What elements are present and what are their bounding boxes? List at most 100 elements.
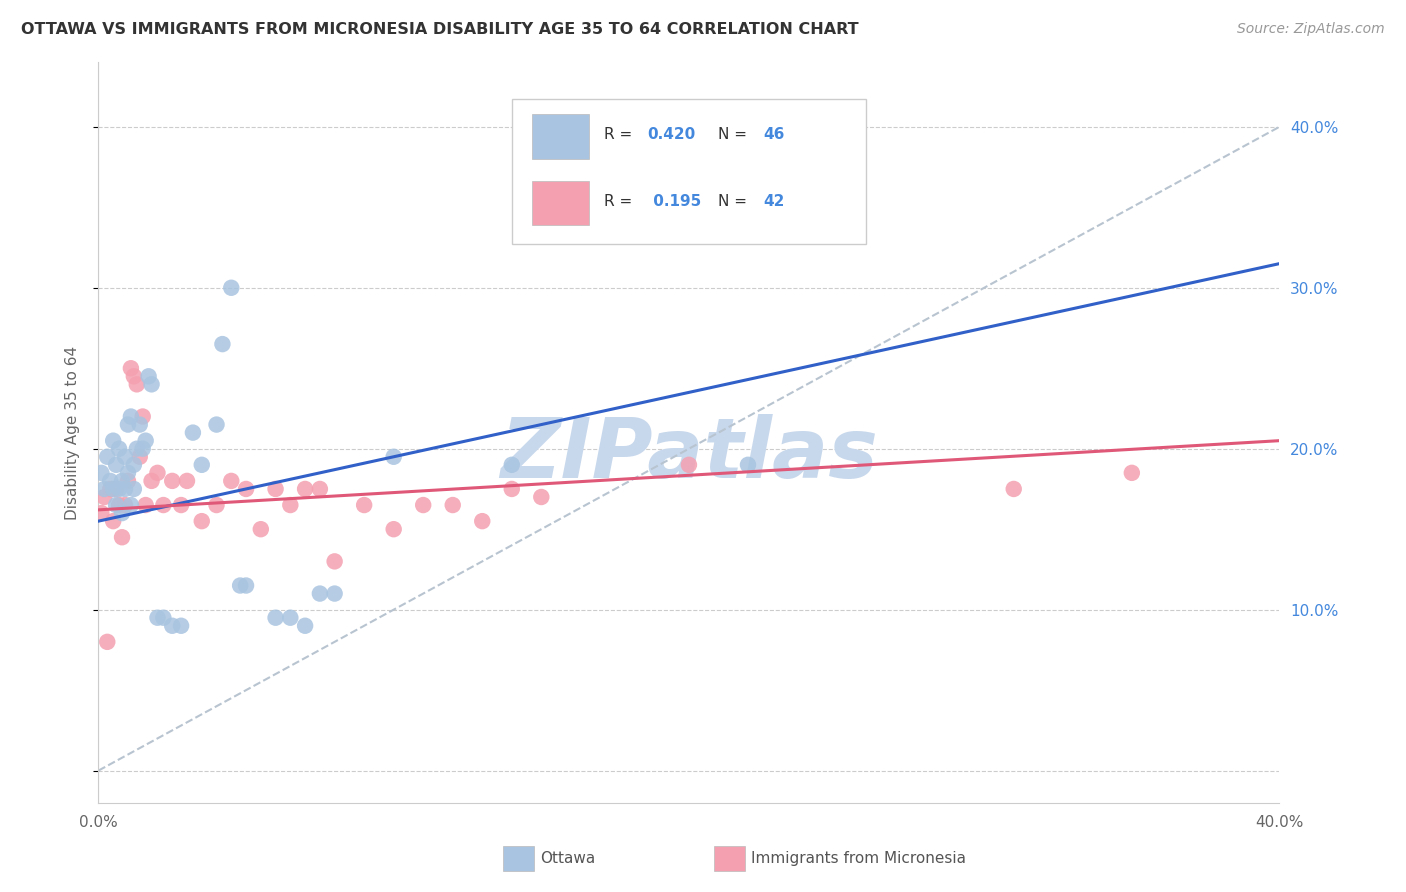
Point bbox=[737, 458, 759, 472]
Point bbox=[235, 578, 257, 592]
Point bbox=[162, 619, 183, 633]
Point bbox=[122, 369, 145, 384]
Text: N =: N = bbox=[718, 128, 752, 143]
Point bbox=[678, 208, 700, 222]
Point bbox=[120, 361, 142, 376]
Point bbox=[176, 474, 198, 488]
FancyBboxPatch shape bbox=[531, 114, 589, 159]
Point bbox=[353, 498, 375, 512]
Text: ZIPatlas: ZIPatlas bbox=[501, 414, 877, 495]
Point bbox=[146, 466, 169, 480]
Point bbox=[229, 578, 252, 592]
Point bbox=[108, 482, 131, 496]
Text: R =: R = bbox=[605, 128, 637, 143]
Text: OTTAWA VS IMMIGRANTS FROM MICRONESIA DISABILITY AGE 35 TO 64 CORRELATION CHART: OTTAWA VS IMMIGRANTS FROM MICRONESIA DIS… bbox=[21, 22, 859, 37]
Point bbox=[471, 514, 494, 528]
Point bbox=[501, 482, 523, 496]
FancyBboxPatch shape bbox=[531, 181, 589, 226]
FancyBboxPatch shape bbox=[512, 100, 866, 244]
Point bbox=[111, 506, 134, 520]
Point bbox=[117, 417, 139, 432]
Point bbox=[135, 434, 157, 448]
Point bbox=[132, 409, 155, 424]
Point bbox=[122, 482, 145, 496]
Point bbox=[114, 482, 136, 496]
Point bbox=[128, 417, 150, 432]
Point bbox=[90, 466, 112, 480]
Text: N =: N = bbox=[718, 194, 752, 209]
Point bbox=[105, 458, 128, 472]
Point bbox=[128, 450, 150, 464]
Point bbox=[132, 442, 155, 456]
Point bbox=[170, 619, 193, 633]
Point bbox=[105, 498, 128, 512]
Point bbox=[191, 514, 214, 528]
Point bbox=[96, 635, 118, 649]
Point bbox=[441, 498, 464, 512]
Point bbox=[309, 586, 332, 600]
Point bbox=[146, 611, 169, 625]
Text: 46: 46 bbox=[763, 128, 785, 143]
Text: 0.195: 0.195 bbox=[648, 194, 700, 209]
Point bbox=[141, 377, 163, 392]
Point bbox=[90, 506, 112, 520]
Point bbox=[235, 482, 257, 496]
Point bbox=[120, 409, 142, 424]
Point bbox=[250, 522, 273, 536]
Y-axis label: Disability Age 35 to 64: Disability Age 35 to 64 bbox=[65, 345, 80, 520]
Point bbox=[264, 611, 287, 625]
Point bbox=[122, 458, 145, 472]
Point bbox=[125, 377, 148, 392]
Point bbox=[205, 417, 228, 432]
Point bbox=[103, 434, 125, 448]
Point bbox=[114, 450, 136, 464]
Point bbox=[111, 474, 134, 488]
Point bbox=[278, 611, 302, 625]
Point bbox=[323, 586, 346, 600]
Point bbox=[105, 482, 128, 496]
Point bbox=[294, 619, 316, 633]
Point bbox=[103, 514, 125, 528]
Point bbox=[278, 498, 302, 512]
Point bbox=[211, 337, 233, 351]
Point bbox=[678, 458, 700, 472]
Point bbox=[117, 474, 139, 488]
Point bbox=[1002, 482, 1025, 496]
Point bbox=[125, 442, 148, 456]
Text: R =: R = bbox=[605, 194, 637, 209]
Point bbox=[108, 442, 131, 456]
Text: Immigrants from Micronesia: Immigrants from Micronesia bbox=[751, 851, 966, 865]
Point bbox=[114, 498, 136, 512]
Text: Ottawa: Ottawa bbox=[540, 851, 595, 865]
Point bbox=[205, 498, 228, 512]
Point bbox=[93, 490, 115, 504]
Point bbox=[219, 281, 242, 295]
Point bbox=[135, 498, 157, 512]
Text: 0.420: 0.420 bbox=[648, 128, 696, 143]
Point bbox=[108, 498, 131, 512]
Point bbox=[264, 482, 287, 496]
Point bbox=[93, 482, 115, 496]
Text: 42: 42 bbox=[763, 194, 785, 209]
Point bbox=[138, 369, 160, 384]
Point bbox=[412, 498, 434, 512]
Point bbox=[530, 490, 553, 504]
Point bbox=[1121, 466, 1143, 480]
Text: Source: ZipAtlas.com: Source: ZipAtlas.com bbox=[1237, 22, 1385, 37]
Point bbox=[120, 498, 142, 512]
Point bbox=[152, 611, 174, 625]
Point bbox=[219, 474, 242, 488]
Point bbox=[96, 450, 118, 464]
Point bbox=[382, 450, 405, 464]
Point bbox=[501, 458, 523, 472]
Point bbox=[382, 522, 405, 536]
Point bbox=[181, 425, 204, 440]
Point bbox=[117, 466, 139, 480]
Point bbox=[294, 482, 316, 496]
Point bbox=[98, 474, 121, 488]
Point bbox=[191, 458, 214, 472]
Point bbox=[141, 474, 163, 488]
Point bbox=[111, 530, 134, 544]
Point bbox=[323, 554, 346, 568]
Point bbox=[103, 482, 125, 496]
